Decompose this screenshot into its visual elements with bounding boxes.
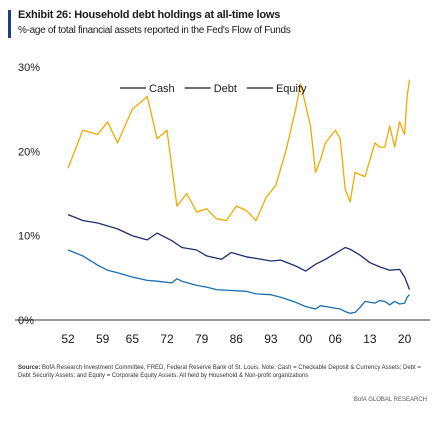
- chart-subtitle: %-age of total financial assets reported…: [18, 25, 291, 36]
- x-tick-label: 00: [299, 332, 313, 346]
- x-tick-label: 65: [126, 332, 140, 346]
- x-tick-label: 59: [96, 332, 110, 346]
- x-tick-label: 79: [195, 332, 209, 346]
- footer-credit: BofA GLOBAL RESEARCH: [353, 397, 427, 403]
- chart-title: Exhibit 26: Household debt holdings at a…: [18, 9, 281, 21]
- x-tick-label: 52: [61, 332, 75, 346]
- y-tick-label: 20%: [18, 146, 40, 158]
- x-tick-label: 20: [398, 332, 412, 346]
- y-tick-label: 10%: [18, 231, 40, 243]
- legend-label-equity: Equity: [276, 83, 307, 95]
- series-line-equity: [67, 79, 411, 222]
- legend-label-debt: Debt: [214, 83, 237, 95]
- y-tick-label: 30%: [18, 62, 40, 74]
- series-line-debt: [67, 213, 411, 290]
- series-line-cash: [67, 249, 410, 314]
- x-tick-label: 86: [230, 332, 244, 346]
- title-accent-bar: [8, 10, 11, 38]
- chart-notes: Source: BofA Research Investment Committ…: [18, 364, 428, 380]
- x-tick-label: 13: [363, 332, 377, 346]
- x-tick-label: 93: [264, 332, 278, 346]
- source-label: Source:: [18, 365, 41, 371]
- x-tick-label: 72: [160, 332, 174, 346]
- legend-label-cash: Cash: [149, 83, 175, 95]
- x-tick-label: 06: [329, 332, 343, 346]
- y-tick-label: 0%: [18, 315, 34, 327]
- source-text: BofA Research Investment Committee, FRED…: [18, 365, 421, 379]
